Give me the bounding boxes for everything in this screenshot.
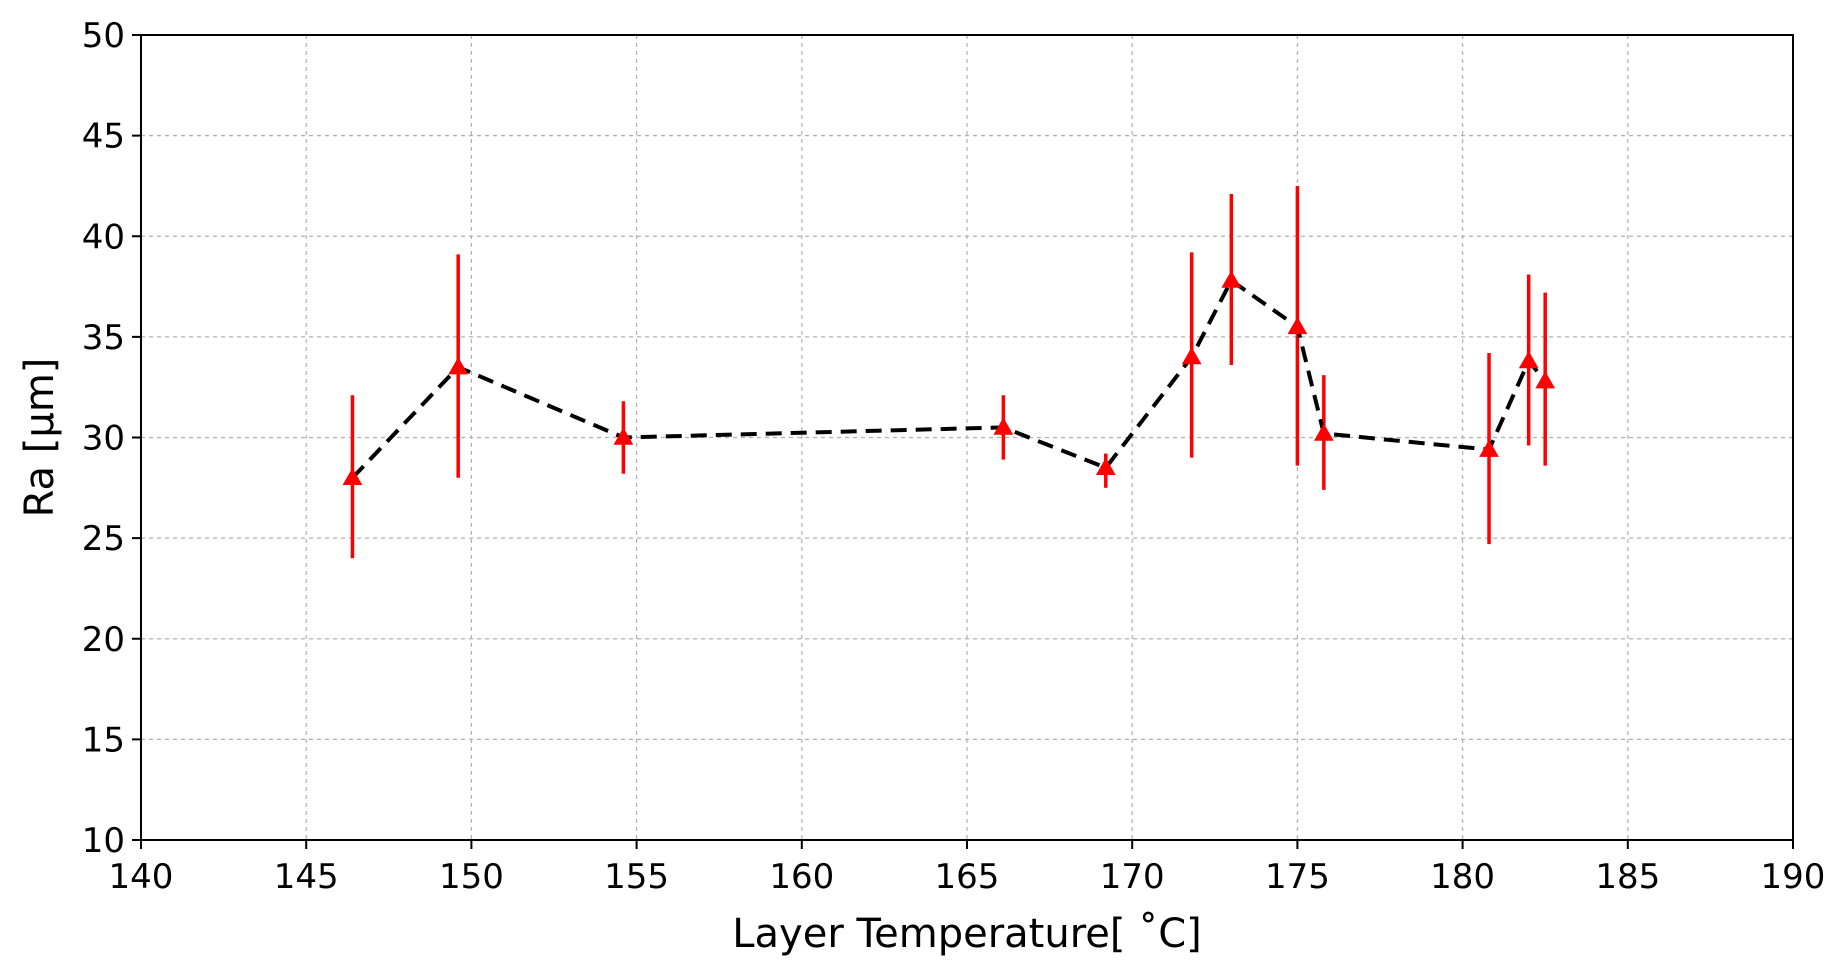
series-line <box>351 277 1547 480</box>
y-tick-label: 15 <box>82 720 125 760</box>
x-tick-label: 165 <box>935 857 1000 897</box>
data-point-marker <box>1181 346 1202 365</box>
data-point-marker <box>1479 439 1499 457</box>
y-tick-label: 10 <box>82 821 125 861</box>
x-tick-label: 160 <box>769 857 834 897</box>
tick-layer: 140 145 150 155 160 165 170 175 180 185 190 10 15 20 2… <box>82 16 1826 897</box>
x-tick-label: 190 <box>1761 857 1826 897</box>
x-axis-label: Layer Temperature[ ˚C] <box>732 911 1201 957</box>
y-tick-label: 25 <box>82 519 125 559</box>
x-tick-label: 140 <box>109 857 174 897</box>
y-tick-label: 45 <box>82 117 125 157</box>
x-tick-label: 155 <box>604 857 669 897</box>
x-tick-label: 180 <box>1430 857 1495 897</box>
x-tick-label: 150 <box>439 857 504 897</box>
data-point-marker <box>1095 457 1116 475</box>
y-tick-label: 20 <box>82 620 125 660</box>
data-point-marker <box>1313 423 1334 441</box>
data-point-marker <box>448 357 469 375</box>
x-tick-label: 170 <box>1100 857 1165 897</box>
series-layer <box>342 185 1556 559</box>
x-tick-label: 175 <box>1265 857 1330 897</box>
x-tick-label: 185 <box>1595 857 1660 897</box>
data-point-marker <box>1287 316 1308 335</box>
y-tick-label: 30 <box>82 419 125 459</box>
data-point-marker <box>1535 371 1556 389</box>
y-axis-label: Ra [µm] <box>17 358 63 518</box>
axis-label-layer: Layer Temperature[ ˚C] Ra [µm] <box>17 358 1202 957</box>
x-tick-label: 145 <box>274 857 339 897</box>
y-tick-label: 50 <box>82 16 125 56</box>
data-point-marker <box>613 427 634 445</box>
data-point-marker <box>1221 270 1242 288</box>
data-point-marker <box>993 417 1014 435</box>
y-tick-label: 35 <box>82 318 125 358</box>
data-point-marker <box>342 467 363 485</box>
data-point-marker <box>1518 351 1539 369</box>
y-tick-label: 40 <box>82 217 125 257</box>
